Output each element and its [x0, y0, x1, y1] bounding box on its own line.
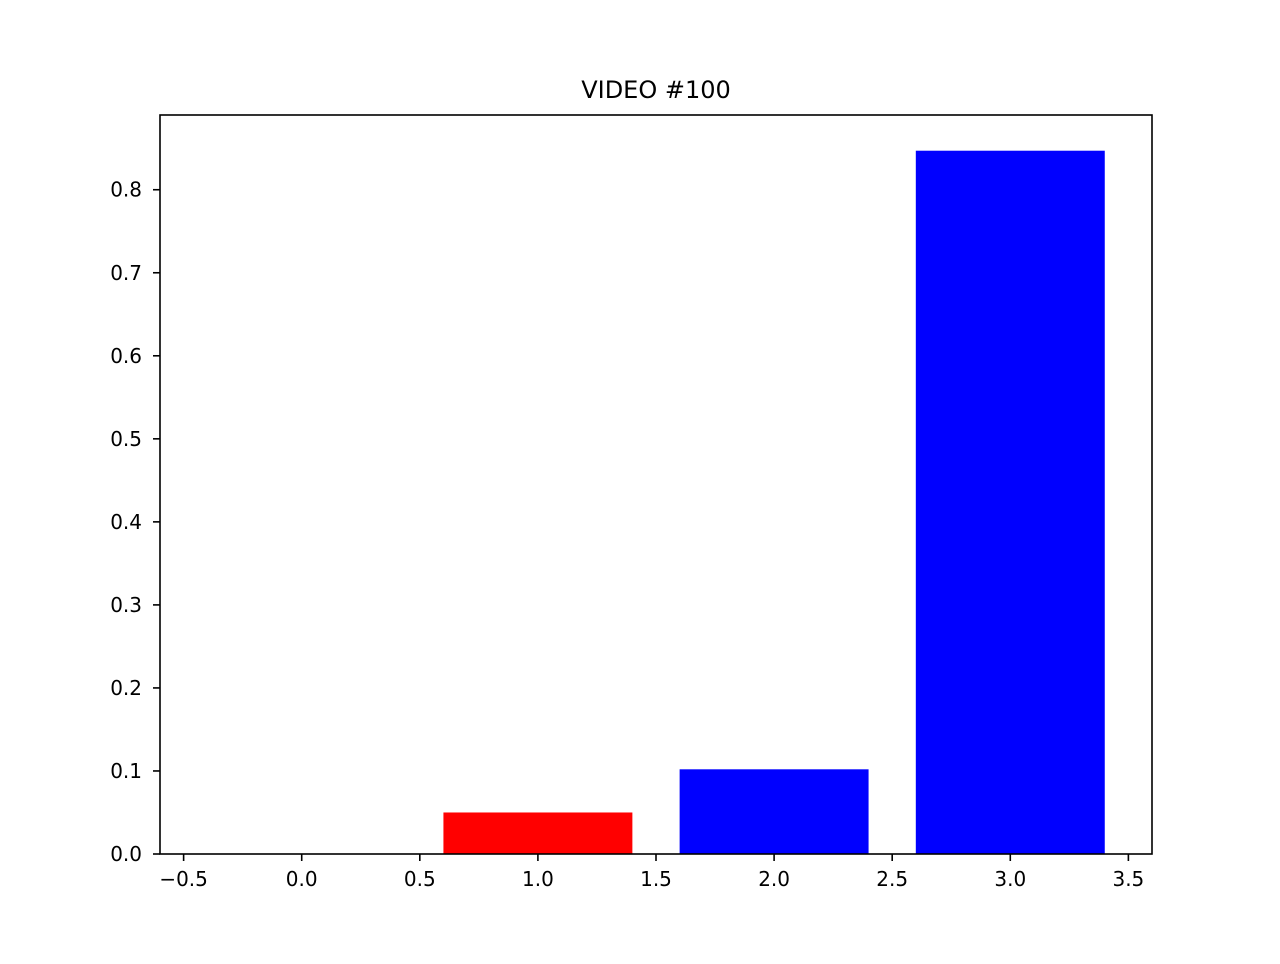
y-tick-label: 0.4 [110, 510, 142, 534]
x-tick-label: 3.5 [1112, 867, 1144, 891]
x-tick-label: 0.5 [404, 867, 436, 891]
x-axis: −0.5 0.0 0.5 1.0 1.5 2.0 2.5 3.0 3.5 [159, 854, 1144, 891]
x-tick-label: 3.0 [994, 867, 1026, 891]
x-tick-label: 1.0 [522, 867, 554, 891]
x-tick-label: 1.5 [640, 867, 672, 891]
x-tick-label: 0.0 [286, 867, 318, 891]
y-tick-label: 0.5 [110, 427, 142, 451]
y-tick-label: 0.7 [110, 261, 142, 285]
bar-2 [679, 769, 869, 854]
y-tick-label: 0.2 [110, 676, 142, 700]
bar-3 [915, 150, 1105, 855]
chart-title: VIDEO #100 [581, 76, 731, 104]
x-tick-label: 2.0 [758, 867, 790, 891]
x-tick-label: −0.5 [159, 867, 208, 891]
y-tick-label: 0.6 [110, 344, 142, 368]
bars-layer [443, 150, 1105, 855]
x-tick-label: 2.5 [876, 867, 908, 891]
bar-1 [443, 812, 633, 854]
y-tick-label: 0.3 [110, 593, 142, 617]
y-axis: 0.0 0.1 0.2 0.3 0.4 0.5 0.6 0.7 0.8 [110, 178, 160, 866]
y-tick-label: 0.8 [110, 178, 142, 202]
y-tick-label: 0.0 [110, 842, 142, 866]
y-tick-label: 0.1 [110, 759, 142, 783]
